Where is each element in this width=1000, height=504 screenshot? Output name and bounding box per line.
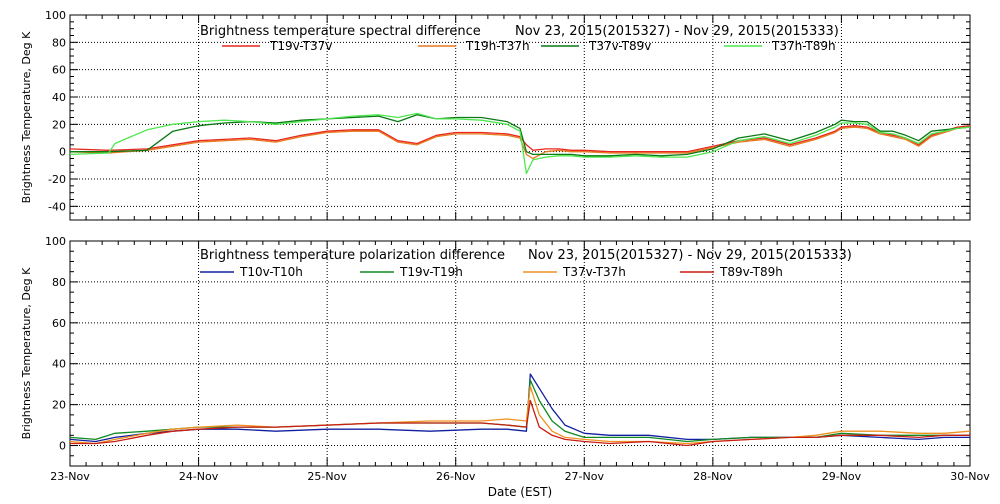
legend-label: T19v-T19h [399, 265, 463, 279]
series-line-t19h-t37h [69, 126, 971, 160]
y-tick-label: 20 [52, 399, 66, 412]
y-tick-label: 80 [52, 276, 66, 289]
y-tick-label: 0 [59, 440, 66, 453]
y-axis-label: Brightness Temperature, Deg K [20, 31, 33, 203]
y-tick-label: 100 [45, 235, 66, 248]
y-tick-label: 100 [45, 9, 66, 22]
y-tick-label: 60 [52, 64, 66, 77]
legend-label: T89v-T89h [719, 265, 783, 279]
x-tick-label: 26-Nov [436, 470, 476, 483]
y-tick-label: -20 [48, 173, 66, 186]
plot-frame [69, 14, 971, 221]
y-tick-label: 40 [52, 358, 66, 371]
legend-label: T37v-T89v [588, 39, 651, 53]
x-tick-label: 24-Nov [179, 470, 219, 483]
y-tick-label: 80 [52, 36, 66, 49]
y-tick-label: 0 [59, 146, 66, 159]
x-tick-label: 23-Nov [50, 470, 90, 483]
y-axis-label: Brightness Temperature, Deg K [20, 267, 33, 439]
legend-label: T10v-T10h [239, 265, 303, 279]
series-line-t10v-t10h [69, 373, 970, 443]
legend-label: T19v-T37v [269, 39, 332, 53]
y-tick-label: 60 [52, 317, 66, 330]
series-line-t37h-t89h [69, 112, 971, 175]
chart-title: Brightness temperature polarization diff… [200, 248, 505, 263]
legend-label: T19h-T37h [465, 39, 530, 53]
x-tick-label: 28-Nov [693, 470, 733, 483]
y-tick-label: 20 [52, 118, 66, 131]
chart-title: Brightness temperature spectral differen… [200, 24, 481, 39]
chart-subtitle: Nov 23, 2015(2015327) - Nov 29, 2015(201… [528, 248, 852, 263]
x-tick-label: 27-Nov [565, 470, 605, 483]
series-line-t37v-t89v [70, 114, 971, 157]
chart-subtitle: Nov 23, 2015(2015327) - Nov 29, 2015(201… [515, 24, 839, 39]
series-line-t19v-t37v [69, 125, 971, 153]
legend-label: T37h-T89h [771, 39, 836, 53]
x-tick-label: 30-Nov [950, 470, 990, 483]
x-tick-label: 25-Nov [307, 470, 347, 483]
series-line-t37v-t37h [69, 385, 971, 445]
legend-label: T37v-T37h [562, 265, 626, 279]
x-axis-label: Date (EST) [488, 485, 552, 499]
y-tick-label: -40 [48, 200, 66, 213]
plot-frame [69, 240, 971, 467]
x-tick-label: 29-Nov [822, 470, 862, 483]
series-line-t89v-t89h [70, 399, 970, 447]
y-tick-label: 40 [52, 91, 66, 104]
